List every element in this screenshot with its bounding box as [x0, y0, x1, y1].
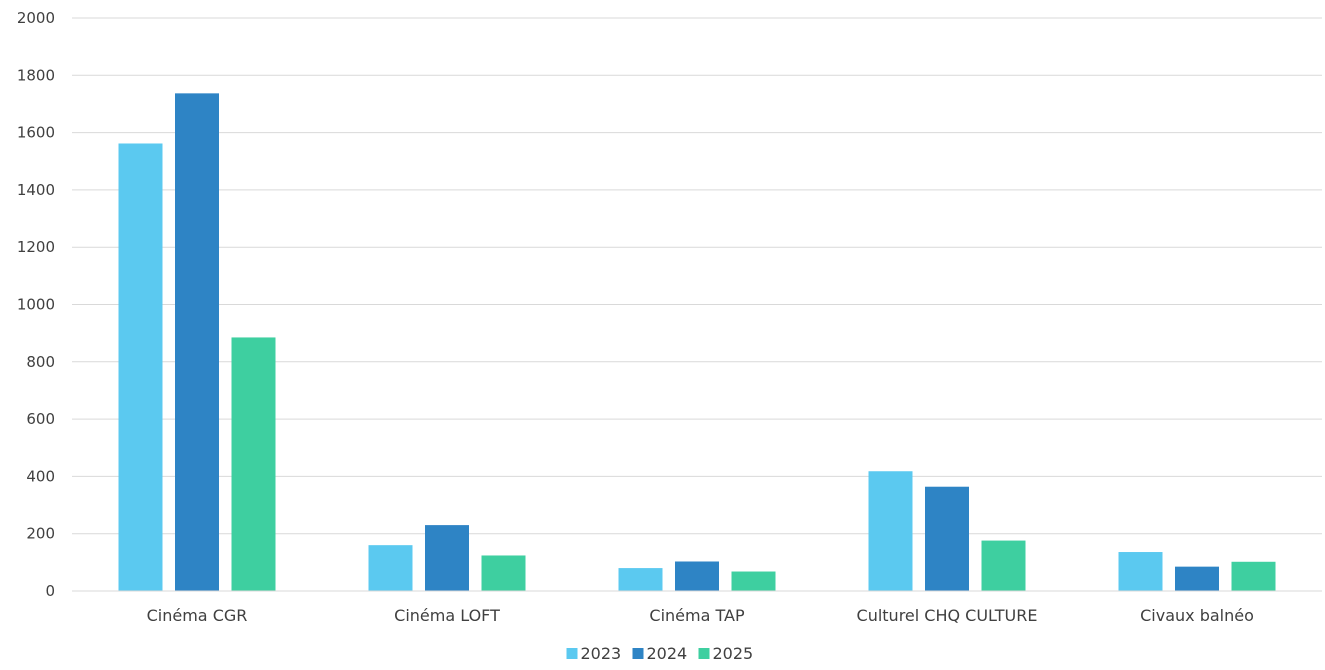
y-tick-label: 1600: [17, 124, 55, 142]
bar-2023: [618, 568, 663, 591]
bar-2023: [868, 471, 913, 591]
y-tick-label: 2000: [17, 9, 55, 27]
bars: [118, 93, 1276, 592]
y-tick-label: 800: [26, 353, 55, 371]
y-tick-label: 1800: [17, 66, 55, 84]
bar-2024: [1175, 566, 1219, 591]
gridlines: [72, 17, 1322, 535]
x-category-label: Culturel CHQ CULTURE: [857, 606, 1038, 625]
bar-2025: [731, 571, 776, 591]
bar-2025: [231, 337, 276, 591]
legend-label: 2023: [581, 644, 622, 663]
bar-2025: [481, 555, 526, 591]
bar-2023: [368, 545, 413, 591]
bar-2024: [425, 525, 469, 591]
y-tick-label: 0: [45, 582, 55, 600]
bar-2024: [175, 93, 219, 592]
bar-2023: [1118, 552, 1163, 591]
y-tick-label: 200: [26, 525, 55, 543]
x-category-label: Cinéma CGR: [147, 606, 248, 625]
legend-swatch-2025: [698, 648, 710, 659]
y-tick-label: 600: [26, 410, 55, 428]
bar-2025: [981, 540, 1026, 591]
legend: 2023 2024 2025: [566, 644, 754, 663]
y-axis-tick-labels: 0 200 400 600 800 1000 1200 1400 1600 1800 2000: [17, 9, 55, 600]
x-category-label: Cinéma LOFT: [394, 606, 500, 625]
x-category-label: Cinéma TAP: [649, 606, 745, 625]
legend-swatch-2024: [632, 648, 644, 659]
bar-2024: [675, 561, 719, 591]
legend-swatch-2023: [566, 648, 578, 659]
bar-2024: [925, 486, 969, 591]
y-tick-label: 1200: [17, 238, 55, 256]
y-tick-label: 1400: [17, 181, 55, 199]
x-axis-category-labels: Cinéma CGR Cinéma LOFT Cinéma TAP Culturel …: [147, 606, 1254, 625]
legend-label: 2024: [647, 644, 688, 663]
bar-2023: [118, 143, 163, 591]
x-category-label: Civaux balnéo: [1140, 606, 1254, 625]
bar-2025: [1231, 561, 1276, 591]
legend-label: 2025: [713, 644, 754, 663]
y-tick-label: 400: [26, 467, 55, 485]
y-tick-label: 1000: [17, 296, 55, 314]
